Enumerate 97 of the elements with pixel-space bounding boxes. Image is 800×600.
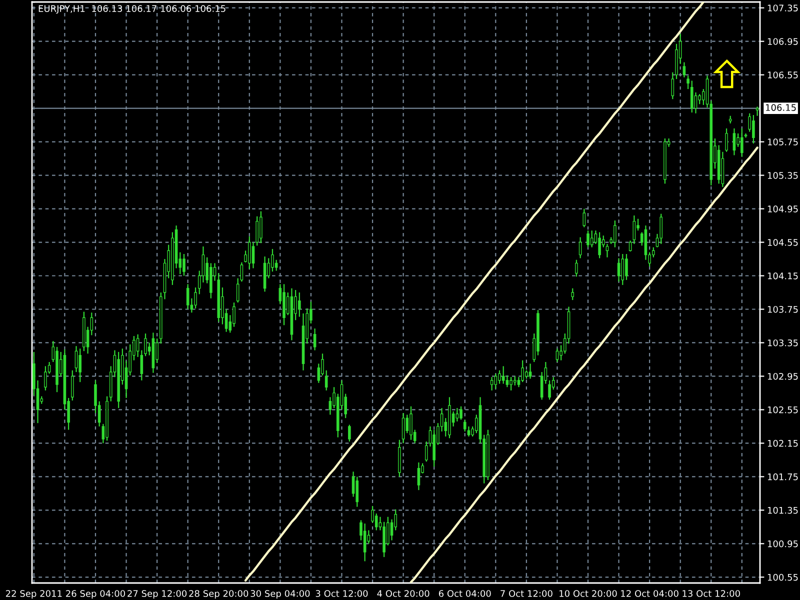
candlestick	[682, 62, 686, 78]
candlestick	[182, 253, 186, 276]
candlestick	[510, 376, 512, 392]
candlestick	[410, 406, 412, 440]
candlestick	[271, 248, 274, 272]
x-tick-label: 10 Oct 20:00	[560, 590, 617, 597]
candlestick	[371, 505, 374, 524]
y-tick-label: 105.75	[768, 138, 798, 146]
candlestick	[256, 216, 259, 246]
x-tick-label: 12 Oct 04:00	[621, 590, 678, 597]
y-tick-label: 106.95	[768, 38, 798, 45]
candlestick	[548, 380, 551, 400]
candlestick	[556, 348, 559, 363]
candlestick	[194, 286, 197, 309]
y-tick-label: 103.35	[768, 339, 798, 346]
chart-title: EURJPY,H1 106.13 106.17 106.06 106.15	[38, 5, 226, 14]
candlestick	[248, 236, 251, 270]
candlestick	[44, 366, 47, 392]
x-tick-label: 13 Oct 12:00	[682, 590, 740, 597]
candlestick	[78, 348, 82, 383]
candlestick	[586, 230, 590, 248]
y-tick-label: 102.15	[768, 440, 798, 447]
y-tick-label: 104.15	[768, 272, 798, 280]
candlestick	[324, 370, 328, 392]
candlestick	[460, 406, 462, 420]
candlestick	[136, 334, 140, 358]
candlestick	[732, 128, 736, 156]
y-tick-label: 105.35	[768, 172, 798, 179]
candlestick	[328, 396, 332, 416]
candlestick	[606, 243, 609, 258]
candlestick	[348, 424, 351, 442]
x-tick-label: 4 Oct 20:00	[377, 590, 430, 597]
candlestick	[313, 328, 316, 351]
candlestick	[521, 360, 524, 383]
y-tick-label: 106.55	[768, 72, 798, 78]
candlestick	[494, 373, 498, 390]
candlestick	[374, 512, 378, 531]
candlestick	[513, 376, 516, 386]
candlestick	[298, 292, 301, 318]
candlestick	[70, 370, 74, 402]
candlestick	[740, 128, 744, 158]
y-tick-label: 101.35	[768, 506, 798, 514]
x-tick-label: 22 Sep 2011	[6, 590, 62, 599]
y-tick-label: 102.95	[768, 372, 798, 380]
candlestick	[456, 407, 459, 422]
candlestick	[402, 412, 405, 444]
candlestick	[506, 374, 509, 388]
x-tick-label: 28 Sep 20:00	[189, 590, 248, 599]
candlestick	[260, 210, 262, 244]
candlestick	[725, 128, 728, 152]
candlestick	[671, 72, 674, 100]
candlestick	[317, 363, 320, 384]
candlestick	[756, 106, 759, 116]
line-series	[244, 2, 705, 582]
candlestick	[236, 278, 240, 304]
candlestick	[752, 114, 755, 144]
candlestick	[490, 376, 494, 392]
candlestick	[571, 288, 574, 301]
y-tick-label: 101.75	[768, 473, 798, 480]
ref-line-label: 106.15	[766, 104, 796, 111]
candlestick	[144, 332, 147, 357]
candlestick	[502, 366, 505, 384]
candlestick	[690, 80, 694, 114]
y-tick-label: 104.55	[768, 239, 798, 246]
x-tick-label: 26 Sep 04:00	[66, 590, 126, 599]
y-tick-label: 107.35	[768, 4, 798, 12]
candlestick	[252, 242, 255, 269]
candlestick	[598, 232, 601, 259]
candlestick	[625, 253, 628, 280]
candlestick	[363, 523, 366, 562]
candlestick	[575, 259, 578, 278]
candlestick	[628, 240, 632, 252]
candlestick	[582, 208, 586, 228]
line-series	[410, 146, 758, 583]
x-tick-label: 27 Sep 12:00	[128, 590, 187, 599]
candlestick	[528, 363, 532, 380]
y-tick-label: 100.95	[768, 540, 798, 548]
candlestick	[498, 370, 501, 384]
y-tick-label: 102.55	[768, 406, 798, 414]
y-tick-label: 104.95	[768, 206, 798, 212]
y-tick-label: 100.55	[768, 574, 798, 581]
candlestick	[621, 253, 624, 286]
candlestick	[698, 94, 701, 105]
candlestick	[686, 75, 690, 90]
candlestick	[590, 230, 594, 248]
candlestick	[614, 220, 616, 248]
x-tick-label: 7 Oct 12:00	[500, 590, 552, 597]
candlestick	[232, 302, 236, 328]
x-tick-label: 3 Oct 12:00	[316, 590, 368, 597]
candlestick	[240, 262, 244, 282]
candlestick	[417, 462, 420, 491]
x-tick-label: 30 Sep 04:00	[250, 590, 310, 599]
y-tick-label: 103.75	[768, 306, 798, 313]
x-tick-label: 6 Oct 04:00	[438, 590, 491, 597]
candlestick	[463, 419, 466, 432]
candlestick	[660, 213, 663, 244]
candlestick	[186, 284, 190, 310]
